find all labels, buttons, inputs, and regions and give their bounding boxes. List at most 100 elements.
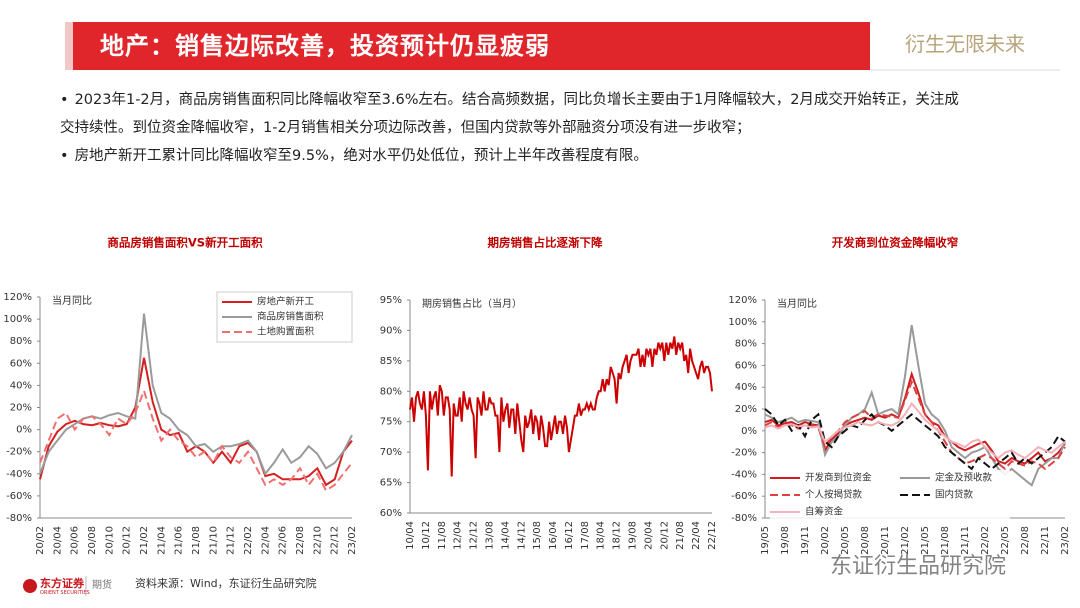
x-tick-label: 15/08 [532, 521, 543, 550]
y-tick-label: 120% [3, 292, 32, 303]
y-tick-label: 60% [735, 360, 757, 371]
x-tick-label: 20/05 [840, 526, 851, 555]
x-tick-label: 20/02 [35, 526, 46, 555]
x-tick-label: 13/08 [484, 521, 495, 550]
y-tick-label: 60% [10, 358, 32, 369]
y-tick-label: 65% [380, 478, 402, 489]
x-tick-label: 20/04 [643, 521, 654, 550]
watermark: 东证衍生品研究院 [830, 554, 1007, 579]
x-tick-label: 14/04 [500, 521, 511, 550]
x-tick-label: 21/05 [920, 526, 931, 555]
y-tick-label: 75% [380, 417, 402, 428]
source-note: 资料来源：Wind，东证衍生品研究院 [135, 577, 317, 590]
x-tick-label: 11/08 [437, 521, 448, 550]
x-tick-label: 20/11 [880, 526, 891, 555]
series-line [39, 357, 353, 487]
y-tick-label: 0% [741, 426, 757, 437]
x-tick-label: 16/12 [564, 521, 575, 550]
legend-label: 定金及预收款 [935, 472, 993, 484]
legend-label: 个人按揭贷款 [805, 489, 863, 501]
axis-title: 当月同比 [777, 297, 817, 310]
y-tick-label: -40% [731, 469, 757, 480]
bullet-text: 2023年1-2月，商品房销售面积同比降幅收窄至3.6%左右。结合高频数据，同比… [60, 92, 959, 136]
y-tick-label: 60% [380, 508, 402, 519]
title-banner [65, 22, 870, 70]
bullet: 2023年1-2月，商品房销售面积同比降幅收窄至3.6%左右。结合高频数据，同比… [60, 86, 965, 142]
y-tick-label: -60% [731, 491, 757, 502]
x-tick-label: 20/12 [122, 526, 133, 555]
x-tick-label: 22/02 [980, 526, 991, 555]
y-tick-label: 85% [380, 356, 402, 367]
x-tick-label: 22/08 [1020, 526, 1031, 555]
axis-title: 期房销售占比（当月） [422, 297, 522, 310]
y-tick-label: 80% [380, 386, 402, 397]
division: 期货 [92, 580, 112, 591]
y-tick-label: 80% [10, 336, 32, 347]
series-line [764, 408, 1066, 471]
x-tick-label: 19/05 [760, 526, 771, 555]
series-line [764, 401, 1066, 460]
x-tick-label: 18/04 [596, 521, 607, 550]
x-tick-label: 20/06 [70, 526, 81, 555]
chart-title: 商品房销售面积VS新开工面积 [107, 236, 263, 250]
banner-accent [65, 22, 73, 70]
y-tick-label: 95% [380, 295, 402, 306]
x-tick-label: 21/02 [139, 526, 150, 555]
chart-title: 期房销售占比逐渐下降 [488, 236, 603, 250]
y-tick-label: 80% [735, 339, 757, 350]
y-tick-label: 100% [3, 314, 32, 325]
y-tick-label: 120% [728, 295, 757, 306]
x-tick-label: 21/12 [226, 526, 237, 555]
x-tick-label: 20/08 [860, 526, 871, 555]
legend-label: 商品房销售面积 [257, 311, 324, 323]
x-tick-label: 22/04 [691, 521, 702, 550]
x-tick-label: 21/08 [191, 526, 202, 555]
legend-label: 土地购置面积 [257, 326, 315, 338]
y-tick-label: 100% [728, 317, 757, 328]
x-tick-label: 20/12 [659, 521, 670, 550]
y-tick-label: 40% [10, 380, 32, 391]
y-tick-label: 40% [735, 382, 757, 393]
x-tick-label: 16/04 [548, 521, 559, 550]
x-tick-label: 21/02 [900, 526, 911, 555]
y-tick-label: -20% [731, 448, 757, 459]
bullet-text: 房地产新开工累计同比降幅收窄至9.5%，绝对水平仍处低位，预计上半年改善程度有限… [74, 148, 648, 164]
x-tick-label: 14/12 [516, 521, 527, 550]
legend-label: 国内贷款 [935, 489, 974, 501]
series-line [409, 336, 713, 477]
x-tick-label: 10/04 [405, 521, 416, 550]
series-line [764, 324, 1066, 487]
x-tick-label: 22/10 [312, 526, 323, 555]
x-tick-label: 20/04 [52, 526, 63, 555]
x-tick-label: 23/02 [347, 526, 358, 555]
y-tick-label: 90% [380, 325, 402, 336]
y-tick-label: -40% [6, 469, 32, 480]
series-line [764, 370, 1066, 465]
x-tick-label: 22/12 [707, 521, 718, 550]
x-tick-label: 12/12 [469, 521, 480, 550]
x-tick-label: 20/10 [104, 526, 115, 555]
x-tick-label: 22/02 [243, 526, 254, 555]
logo-mark [23, 579, 37, 593]
series-line [39, 387, 353, 492]
axis-title: 当月同比 [52, 294, 92, 307]
x-tick-label: 23/02 [1060, 526, 1071, 555]
x-tick-label: 21/06 [174, 526, 185, 555]
x-tick-label: 19/08 [628, 521, 639, 550]
legend-box [770, 470, 1010, 522]
x-tick-label: 21/08 [940, 526, 951, 555]
x-tick-label: 20/08 [87, 526, 98, 555]
y-tick-label: -60% [6, 491, 32, 502]
x-tick-label: 20/02 [820, 526, 831, 555]
y-tick-label: -20% [6, 447, 32, 458]
bullet: 房地产新开工累计同比降幅收窄至9.5%，绝对水平仍处低位，预计上半年改善程度有限… [60, 142, 965, 170]
x-tick-label: 21/11 [960, 526, 971, 555]
x-tick-label: 21/04 [156, 526, 167, 555]
x-tick-label: 18/12 [612, 521, 623, 550]
y-tick-label: 20% [10, 403, 32, 414]
x-tick-label: 22/06 [278, 526, 289, 555]
legend-label: 房地产新开工 [257, 296, 315, 308]
x-tick-label: 22/05 [1000, 526, 1011, 555]
x-tick-label: 22/08 [295, 526, 306, 555]
